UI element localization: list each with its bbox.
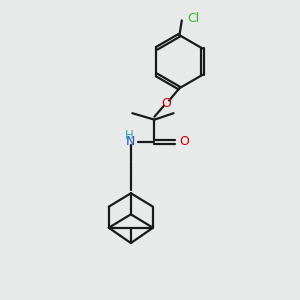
Text: O: O [161,97,171,110]
Text: O: O [179,135,189,148]
Text: Cl: Cl [187,12,199,25]
Text: H: H [124,129,133,142]
Text: N: N [126,135,136,148]
